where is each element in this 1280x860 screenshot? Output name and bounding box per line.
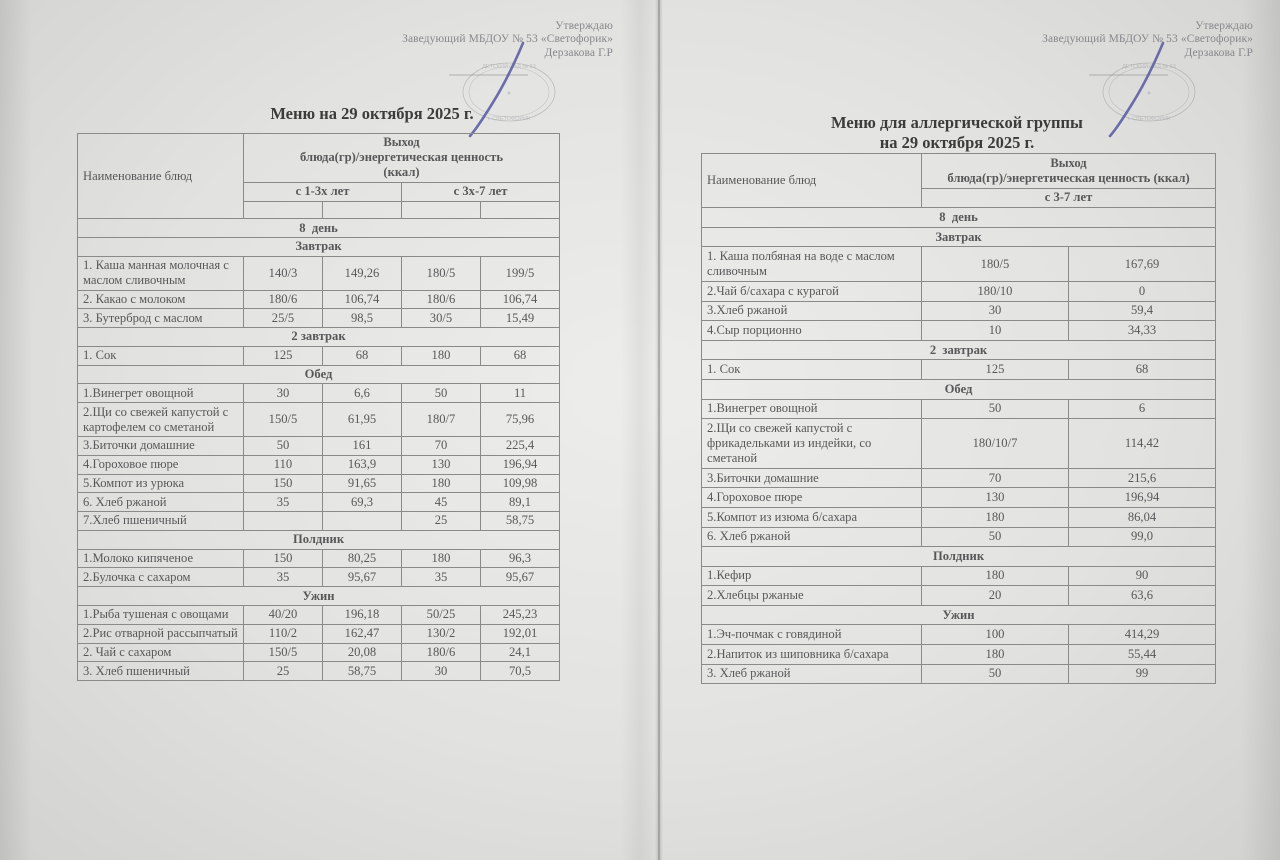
svg-text:ДЕТСКИЙ САД № 53: ДЕТСКИЙ САД № 53 — [1122, 62, 1176, 70]
svg-text:ДЕТСКИЙ САД № 53: ДЕТСКИЙ САД № 53 — [482, 62, 536, 70]
svg-text:★: ★ — [1146, 90, 1151, 97]
svg-text:г. СВЕТОФОРИК: г. СВЕТОФОРИК — [1128, 116, 1171, 122]
svg-text:★: ★ — [506, 90, 511, 97]
